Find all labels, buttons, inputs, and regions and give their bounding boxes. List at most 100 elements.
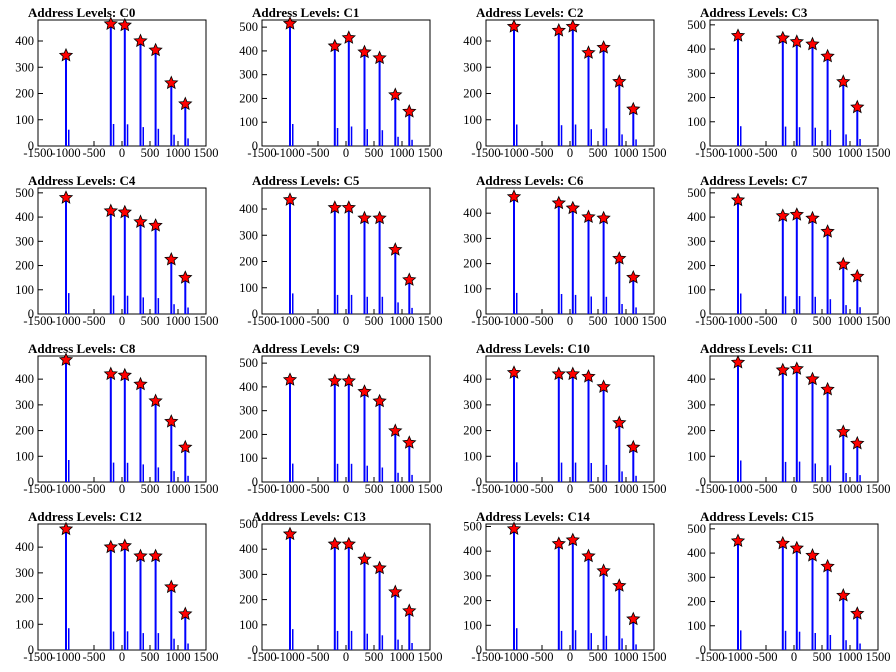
bar xyxy=(811,218,814,314)
bar xyxy=(397,472,399,482)
x-tick-label: 0 xyxy=(343,650,349,664)
bar xyxy=(513,528,515,650)
bar xyxy=(289,199,291,314)
bar xyxy=(516,292,518,314)
bar xyxy=(587,52,590,146)
plot-frame xyxy=(709,187,879,315)
peak-marker xyxy=(372,393,387,408)
y-tick-label: 300 xyxy=(687,66,706,80)
bar xyxy=(184,447,187,482)
bar xyxy=(126,631,129,650)
peak-marker xyxy=(178,606,193,621)
y-tick-label: 0 xyxy=(28,307,34,321)
peak-marker xyxy=(596,563,611,578)
x-tick-label: -1500 xyxy=(247,650,276,664)
peak-marker xyxy=(282,192,298,206)
y-tick-label: 200 xyxy=(463,257,482,271)
x-tick-label: -1000 xyxy=(275,314,304,328)
bar xyxy=(397,302,399,314)
x-tick-label: -500 xyxy=(307,314,330,328)
bar xyxy=(333,207,336,314)
x-tick-label: 1000 xyxy=(838,650,863,664)
y-tick-label: 100 xyxy=(463,282,482,296)
peak-marker xyxy=(565,532,580,547)
y-tick-label: 300 xyxy=(239,228,258,242)
x-tick-label: 1500 xyxy=(418,650,443,664)
panel-title: Address Levels: C9 xyxy=(252,341,360,356)
y-tick-label: 0 xyxy=(252,307,258,321)
y-tick-label: 100 xyxy=(687,449,706,463)
panel-title: Address Levels: C7 xyxy=(700,173,808,188)
x-tick-label: 500 xyxy=(141,482,160,496)
bar xyxy=(635,139,637,146)
bar xyxy=(68,460,70,482)
bar xyxy=(187,307,189,314)
bar xyxy=(139,384,142,482)
y-tick-label: 0 xyxy=(700,139,706,153)
peak-marker xyxy=(103,539,118,554)
x-tick-label: -500 xyxy=(755,314,778,328)
peak-marker xyxy=(178,96,193,111)
x-tick-label: 500 xyxy=(365,482,384,496)
panel-title: Address Levels: C6 xyxy=(476,173,584,188)
x-tick-label: 0 xyxy=(791,482,797,496)
bar xyxy=(574,294,577,314)
y-tick-label: 200 xyxy=(463,87,482,101)
bar xyxy=(814,127,816,146)
x-tick-label: 0 xyxy=(567,314,573,328)
bar xyxy=(366,633,368,650)
bar xyxy=(602,218,605,314)
bar xyxy=(560,462,563,482)
y-tick-label: 500 xyxy=(239,356,258,370)
peak-marker xyxy=(133,214,148,229)
bar xyxy=(740,293,742,314)
peak-marker xyxy=(133,376,148,391)
peak-marker xyxy=(596,210,611,225)
y-tick-label: 200 xyxy=(15,87,34,101)
peak-marker xyxy=(327,38,342,53)
x-tick-label: 0 xyxy=(119,650,125,664)
bar xyxy=(350,630,353,650)
y-tick-label: 300 xyxy=(463,569,482,583)
bar xyxy=(590,296,592,314)
peak-marker xyxy=(282,526,298,541)
bar xyxy=(781,38,784,147)
panel-10: Address Levels: C10 0 100 200 300 400 -1500-10… xyxy=(463,341,666,496)
peak-marker xyxy=(506,365,522,379)
x-tick-label: 0 xyxy=(119,314,125,328)
x-tick-label: 1000 xyxy=(390,314,415,328)
bar xyxy=(605,296,608,314)
bar xyxy=(411,643,413,650)
y-tick-label: 200 xyxy=(15,424,34,438)
y-tick-label: 0 xyxy=(700,475,706,489)
bar xyxy=(363,391,366,482)
y-tick-label: 400 xyxy=(463,206,482,220)
x-tick-label: -500 xyxy=(83,482,106,496)
x-tick-label: 500 xyxy=(589,650,608,664)
bar xyxy=(173,134,175,146)
bar xyxy=(781,215,784,314)
x-tick-label: -1500 xyxy=(471,146,500,160)
bar xyxy=(366,296,368,314)
peak-marker xyxy=(402,603,417,618)
peak-marker xyxy=(789,34,804,48)
panel-title: Address Levels: C4 xyxy=(28,173,136,188)
x-tick-label: -1500 xyxy=(471,314,500,328)
bar xyxy=(394,430,397,482)
bar xyxy=(513,372,515,482)
bar xyxy=(602,570,605,650)
peak-marker xyxy=(388,242,403,256)
x-tick-label: -1500 xyxy=(247,146,276,160)
bar xyxy=(516,124,518,146)
y-tick-label: 100 xyxy=(687,283,706,297)
x-tick-label: 1500 xyxy=(866,650,891,664)
panel-title: Address Levels: C15 xyxy=(700,509,814,524)
peak-marker xyxy=(148,42,163,57)
y-tick-label: 100 xyxy=(15,283,34,297)
y-tick-label: 300 xyxy=(239,68,258,82)
bar xyxy=(289,534,291,650)
bar xyxy=(157,298,160,314)
bar xyxy=(605,464,608,482)
bar xyxy=(635,475,637,482)
peak-marker xyxy=(775,535,790,550)
